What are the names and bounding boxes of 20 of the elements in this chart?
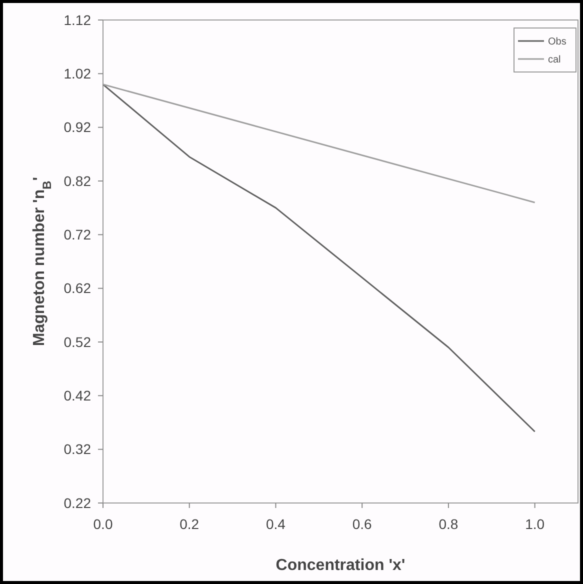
y-tick-label: 0.22 [64,494,92,511]
y-tick-label: 0.62 [64,280,92,296]
y-tick-label: 0.52 [64,334,92,350]
y-tick-label: 0.82 [64,172,92,189]
x-tick-label: 0.2 [180,516,200,532]
x-axis-title: Concentration 'x' [276,557,406,574]
x-tick-label: 0.4 [266,516,286,532]
y-tick-label: 1.12 [64,12,92,28]
y-tick-label: 0.32 [64,441,92,458]
x-tick-label: 0.6 [352,516,372,532]
y-tick-label: 1.02 [64,66,92,82]
y-tick-label: 0.72 [64,226,92,243]
x-tick-label: 0.0 [93,516,113,532]
y-tick-label: 0.92 [64,119,92,136]
y-tick-label: 0.42 [64,388,92,404]
x-tick-label: 1.0 [525,516,545,532]
line-series [102,84,536,432]
x-tick-label: 0.8 [438,516,458,532]
legend-label: cal [548,54,561,66]
legend-label: Obs [548,36,566,48]
